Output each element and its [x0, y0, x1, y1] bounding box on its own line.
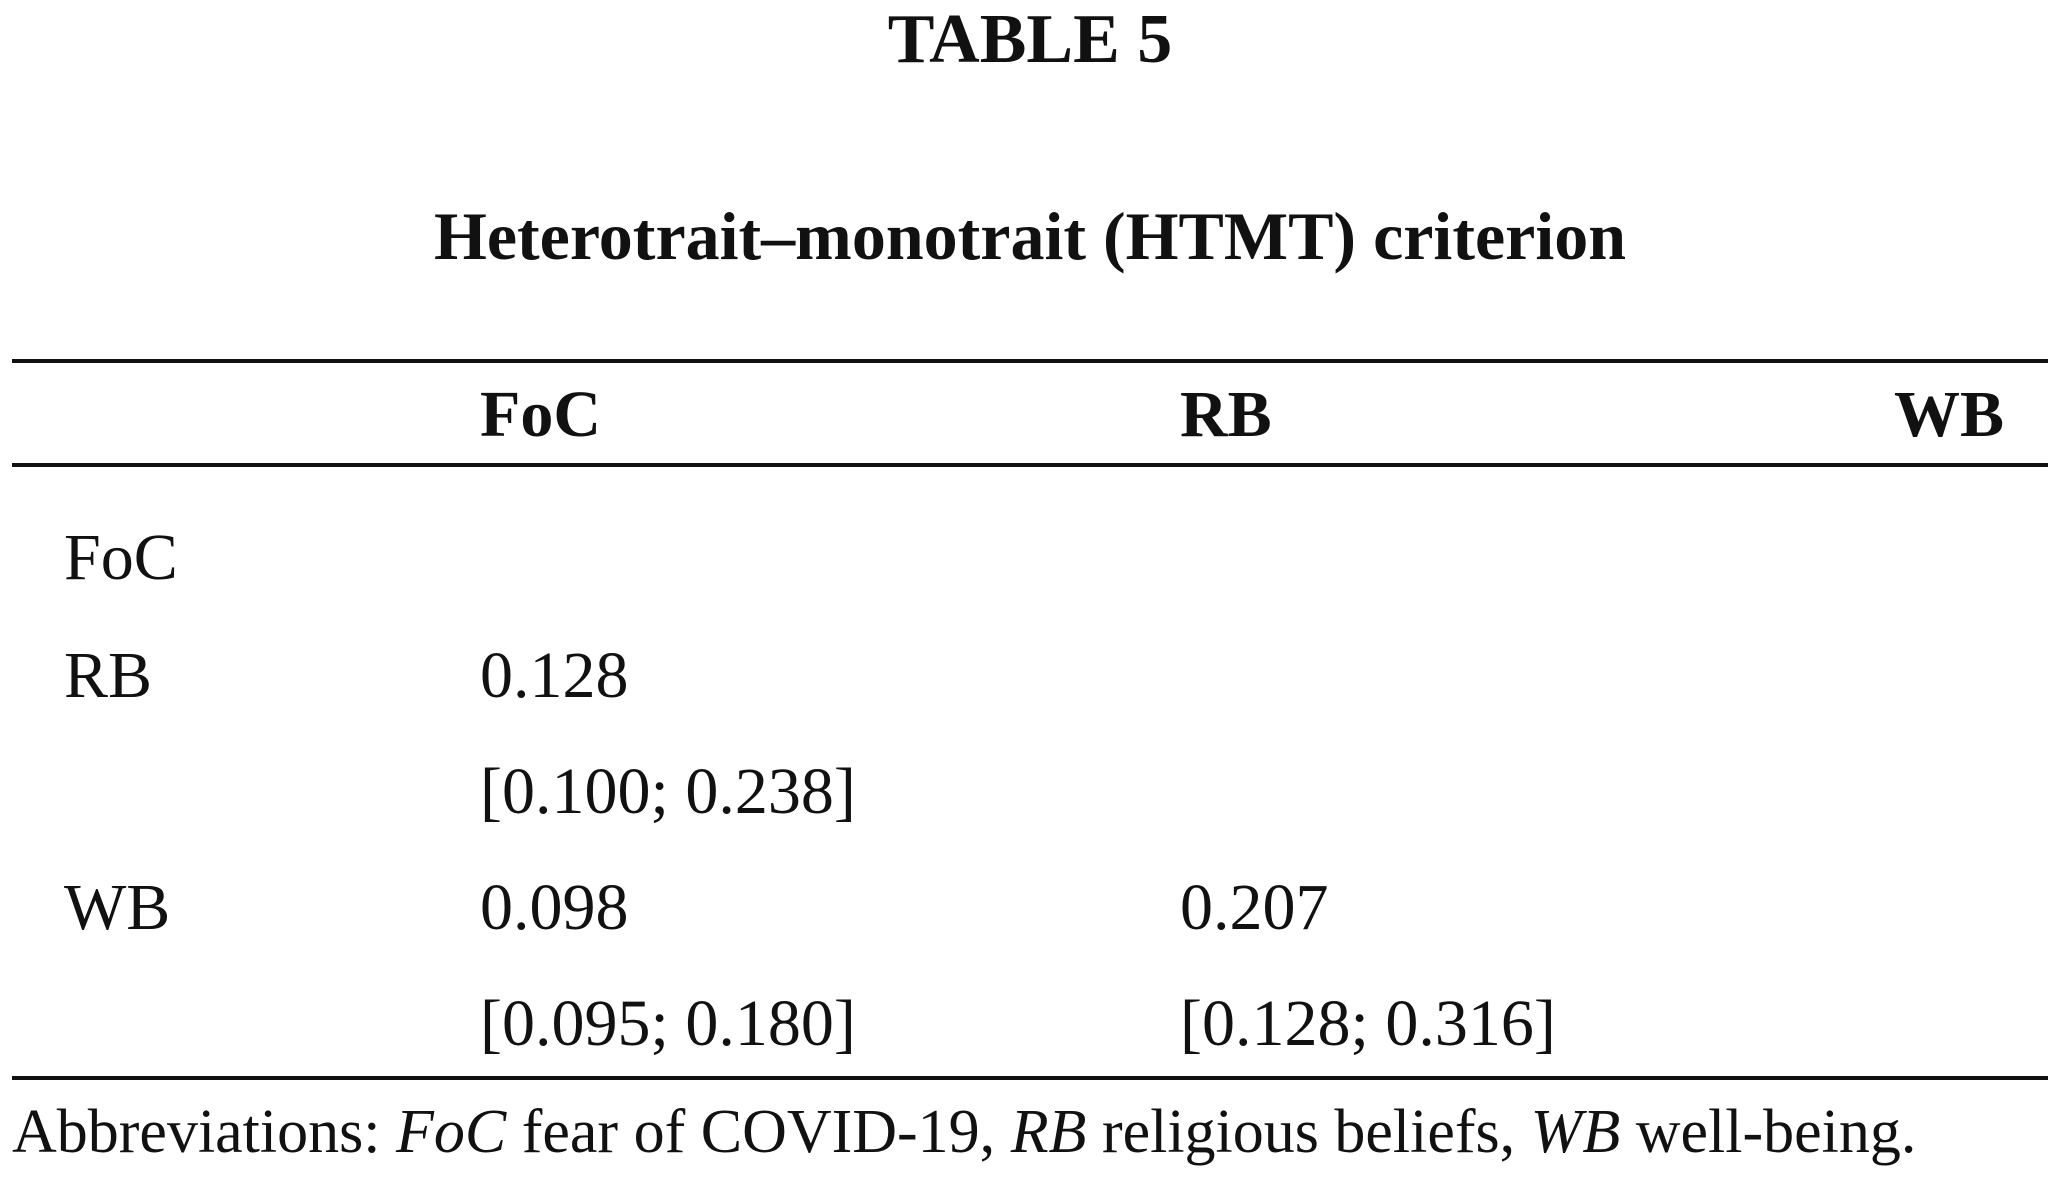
column-header-wb: WB — [1893, 378, 2004, 451]
table-title: Heterotrait–monotrait (HTMT) criterion — [433, 198, 1627, 274]
footnote-abbr-wb: WB — [1530, 1098, 1621, 1166]
footnote-desc-foc: fear of COVID-19, — [506, 1098, 1011, 1166]
row-label-foc: FoC — [64, 521, 178, 594]
cell-rb-foc-interval: [0.100; 0.238] — [480, 755, 856, 828]
row-label-wb: WB — [64, 871, 171, 944]
footnote-abbr-rb: RB — [1010, 1098, 1087, 1166]
cell-wb-rb-interval: [0.128; 0.316] — [1180, 987, 1556, 1060]
footnote-desc-wb: well-being. — [1620, 1098, 1917, 1166]
table-bottom-rule — [12, 1076, 2048, 1080]
table-footnote: Abbreviations: FoC fear of COVID-19, RB … — [12, 1092, 1916, 1172]
footnote-prefix: Abbreviations: — [12, 1098, 396, 1166]
cell-wb-rb-value: 0.207 — [1180, 871, 1329, 944]
cell-wb-foc-interval: [0.095; 0.180] — [480, 987, 856, 1060]
footnote-abbr-foc: FoC — [396, 1098, 507, 1166]
table-top-rule — [12, 359, 2048, 363]
column-header-foc: FoC — [480, 378, 601, 451]
cell-wb-foc-value: 0.098 — [480, 871, 629, 944]
column-header-rb: RB — [1180, 378, 1272, 451]
footnote-desc-rb: religious beliefs, — [1086, 1098, 1531, 1166]
table-label: TABLE 5 — [887, 1, 1173, 78]
table-header-rule — [12, 463, 2048, 467]
cell-rb-foc-value: 0.128 — [480, 639, 629, 712]
row-label-rb: RB — [64, 639, 153, 712]
